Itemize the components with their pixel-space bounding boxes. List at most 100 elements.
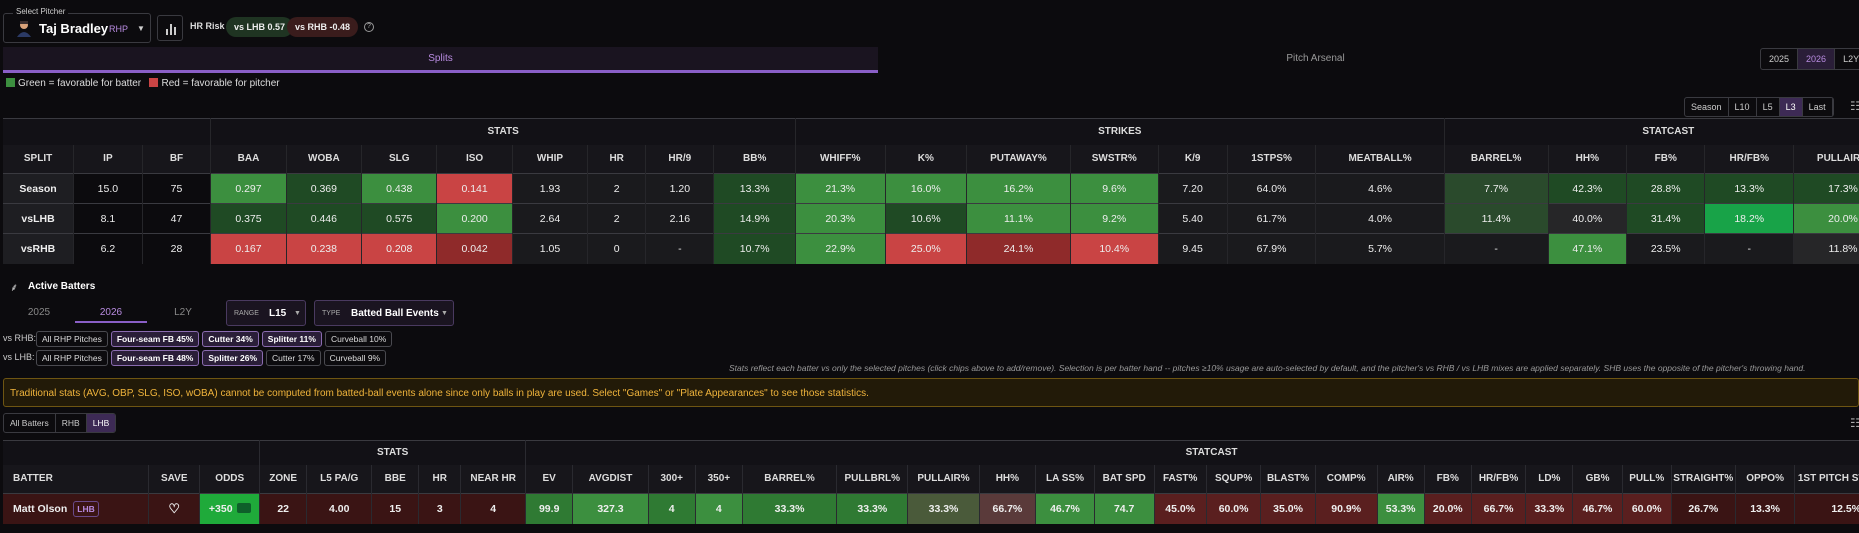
cell-bb: 10.7%	[713, 233, 796, 264]
tab-pitch-arsenal[interactable]: Pitch Arsenal	[878, 47, 1753, 73]
pitch-chip[interactable]: Cutter 34%	[202, 331, 259, 347]
pitcher-hand: RHP	[109, 24, 129, 34]
cell-hr: 0	[587, 233, 647, 264]
range-l3[interactable]: L3	[1779, 98, 1803, 116]
col-1st-pitch-swing[interactable]: 1ST PITCH SWING%	[1794, 464, 1859, 494]
tab-splits[interactable]: Splits	[3, 47, 878, 73]
columns-icon[interactable]: ☷	[1850, 99, 1859, 113]
col-350[interactable]: 350+	[695, 464, 743, 494]
pitch-chip[interactable]: Curveball 10%	[324, 331, 393, 347]
col-hr-fb[interactable]: HR/FB%	[1704, 144, 1795, 174]
pitch-chip[interactable]: Four-seam FB 45%	[110, 331, 200, 347]
col-hr-9[interactable]: HR/9	[645, 144, 715, 174]
type-dropdown[interactable]: TYPE Batted Ball Events ▼	[314, 300, 454, 326]
filter-rhb[interactable]: RHB	[56, 414, 87, 432]
col-comp[interactable]: COMP%	[1315, 464, 1378, 494]
range-last[interactable]: Last	[1803, 98, 1833, 116]
batter-year-l2y[interactable]: L2Y	[174, 307, 192, 318]
batter-year-2025[interactable]: 2025	[27, 307, 51, 318]
cell-fb: 28.8%	[1626, 173, 1706, 204]
col-save[interactable]: SAVE	[148, 464, 201, 494]
col-squp[interactable]: SQUP%	[1206, 464, 1262, 494]
col-woba[interactable]: WOBA	[286, 144, 363, 174]
col-putaway[interactable]: PUTAWAY%	[966, 144, 1071, 174]
pitch-chip[interactable]: Four-seam FB 48%	[110, 350, 200, 366]
col-slg[interactable]: SLG	[361, 144, 438, 174]
col-iso[interactable]: ISO	[436, 144, 513, 174]
odds-cell[interactable]: +350	[199, 493, 261, 524]
col-hr[interactable]: HR	[418, 464, 462, 494]
cell-putaway: 24.1%	[966, 233, 1071, 264]
help-icon[interactable]: ?	[364, 22, 374, 32]
range-dropdown[interactable]: RANGE L15 ▼	[226, 300, 306, 326]
col-gb[interactable]: GB%	[1572, 464, 1623, 494]
col-hh[interactable]: HH%	[1548, 144, 1628, 174]
filter-lhb[interactable]: LHB	[86, 414, 116, 432]
year-2026[interactable]: 2026	[1798, 49, 1836, 69]
cell-la-ss: 46.7%	[1035, 493, 1095, 524]
cell-squp: 60.0%	[1206, 493, 1262, 524]
range-l10[interactable]: L10	[1729, 98, 1757, 116]
col-pullair[interactable]: PULLAIR%	[1793, 144, 1859, 174]
col-ev[interactable]: EV	[525, 464, 574, 494]
pitch-chip[interactable]: Splitter 26%	[202, 350, 264, 366]
save-cell[interactable]: ♡	[148, 493, 201, 524]
batter-name-cell[interactable]: Matt Olson LHB	[3, 493, 150, 524]
pitcher-select[interactable]: Select Pitcher Taj Bradley RHP ▼	[3, 7, 151, 43]
range-season[interactable]: Season	[1685, 98, 1729, 116]
col-k[interactable]: K%	[885, 144, 968, 174]
col-l5-pa-g[interactable]: L5 PA/G	[306, 464, 373, 494]
columns-icon[interactable]: ☷	[1850, 416, 1859, 430]
col-barrel[interactable]: BARREL%	[1444, 144, 1549, 174]
batter-year-2026[interactable]: 2026	[75, 303, 147, 323]
col-split[interactable]: SPLIT	[3, 144, 75, 174]
col-baa[interactable]: BAA	[210, 144, 287, 174]
col-whiff[interactable]: WHIFF%	[795, 144, 886, 174]
heart-icon[interactable]: ♡	[168, 500, 181, 516]
col-fb[interactable]: FB%	[1626, 144, 1706, 174]
col-meatball[interactable]: MEATBALL%	[1315, 144, 1445, 174]
col-blast[interactable]: BLAST%	[1260, 464, 1316, 494]
pitch-chip[interactable]: All RHP Pitches	[36, 331, 108, 347]
range-l5[interactable]: L5	[1757, 98, 1780, 116]
col-zone[interactable]: ZONE	[259, 464, 308, 494]
col-1stps[interactable]: 1STPS%	[1227, 144, 1317, 174]
col-pull[interactable]: PULL%	[1622, 464, 1672, 494]
col-oppo[interactable]: OPPO%	[1735, 464, 1796, 494]
col-fast[interactable]: FAST%	[1154, 464, 1207, 494]
col-bb[interactable]: BB%	[713, 144, 796, 174]
pitch-chip[interactable]: Curveball 9%	[323, 350, 387, 366]
col-avgdist[interactable]: AVGDIST	[572, 464, 649, 494]
col-fb[interactable]: FB%	[1424, 464, 1472, 494]
col-k-9[interactable]: K/9	[1158, 144, 1228, 174]
col-near-hr[interactable]: NEAR HR	[460, 464, 527, 494]
col-la-ss[interactable]: LA SS%	[1035, 464, 1095, 494]
col-bat-spd[interactable]: BAT SPD	[1094, 464, 1155, 494]
year-l2y[interactable]: L2Y	[1835, 49, 1859, 69]
col-hh[interactable]: HH%	[979, 464, 1037, 494]
col-batter[interactable]: BATTER	[3, 464, 150, 494]
col-bf[interactable]: BF	[142, 144, 212, 174]
col-ip[interactable]: IP	[73, 144, 143, 174]
col-swstr[interactable]: SWSTR%	[1070, 144, 1159, 174]
col-barrel[interactable]: BARREL%	[742, 464, 838, 494]
col-whip[interactable]: WHIP	[512, 144, 589, 174]
col-ld[interactable]: LD%	[1525, 464, 1574, 494]
col-bbe[interactable]: BBE	[371, 464, 420, 494]
col-odds[interactable]: ODDS	[199, 464, 261, 494]
cell-hr-fb: 13.3%	[1704, 173, 1795, 204]
col-air[interactable]: AIR%	[1377, 464, 1425, 494]
filter-all-batters[interactable]: All Batters	[4, 414, 56, 432]
col-pullair[interactable]: PULLAIR%	[907, 464, 980, 494]
col-hr-fb[interactable]: HR/FB%	[1471, 464, 1527, 494]
col-hr[interactable]: HR	[587, 144, 647, 174]
chart-button[interactable]	[157, 15, 183, 41]
pitch-chip[interactable]: Cutter 17%	[266, 350, 321, 366]
year-2025[interactable]: 2025	[1761, 49, 1799, 69]
pitch-chip[interactable]: Splitter 11%	[261, 331, 322, 347]
col-300[interactable]: 300+	[648, 464, 696, 494]
col-pullbrl[interactable]: PULLBRL%	[836, 464, 909, 494]
cell-pullair: 17.3%	[1793, 173, 1859, 204]
pitch-chip[interactable]: All RHP Pitches	[36, 350, 108, 366]
col-straight[interactable]: STRAIGHT%	[1671, 464, 1736, 494]
